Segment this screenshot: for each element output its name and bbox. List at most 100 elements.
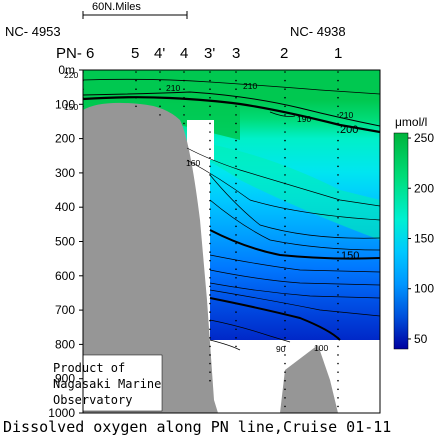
sample-point bbox=[235, 79, 237, 82]
sample-point bbox=[337, 199, 339, 202]
sample-point bbox=[284, 216, 286, 219]
sample-point bbox=[337, 397, 339, 399]
sample-point bbox=[284, 302, 286, 305]
sample-point bbox=[337, 225, 339, 228]
y-tick-label: 800 bbox=[55, 337, 75, 351]
sample-point bbox=[159, 79, 161, 82]
sample-point bbox=[337, 88, 339, 90]
sample-point bbox=[337, 285, 339, 288]
station-label: 5 bbox=[131, 45, 139, 62]
station-label: 3' bbox=[204, 45, 215, 62]
sample-point bbox=[183, 122, 185, 125]
contour-140 bbox=[209, 254, 380, 273]
sample-point bbox=[284, 354, 286, 356]
sample-point bbox=[159, 88, 161, 90]
contour-label: 190 bbox=[297, 114, 311, 124]
sample-point bbox=[235, 234, 237, 236]
sample-point bbox=[209, 251, 211, 253]
sample-point bbox=[337, 234, 339, 236]
sample-point bbox=[209, 191, 211, 193]
sample-point bbox=[284, 388, 286, 391]
sample-point bbox=[284, 225, 286, 228]
sample-point bbox=[235, 122, 237, 125]
y-tick-label: 700 bbox=[55, 303, 75, 317]
sample-point bbox=[284, 199, 286, 202]
sample-point bbox=[337, 328, 339, 331]
sample-point bbox=[235, 199, 237, 202]
colorbar-tick-label: 150 bbox=[414, 231, 434, 245]
sample-point bbox=[135, 96, 137, 99]
sample-point bbox=[159, 105, 161, 108]
y-tick-label: 500 bbox=[55, 235, 75, 249]
sample-point bbox=[209, 277, 211, 279]
contour-130 bbox=[209, 269, 380, 286]
contour-150-upper bbox=[83, 96, 380, 134]
sample-point bbox=[284, 191, 286, 193]
sample-point bbox=[209, 371, 211, 373]
y-tick-label: 300 bbox=[55, 166, 75, 180]
sample-point bbox=[337, 311, 339, 313]
sample-point bbox=[209, 294, 211, 296]
sample-point bbox=[284, 114, 286, 116]
sample-point bbox=[235, 88, 237, 90]
sample-point bbox=[209, 148, 211, 150]
sample-point bbox=[235, 268, 237, 271]
sample-point bbox=[209, 242, 211, 245]
sample-point bbox=[209, 199, 211, 202]
sample-point bbox=[235, 174, 237, 176]
sample-point bbox=[337, 319, 339, 322]
contour-180 bbox=[186, 147, 380, 207]
sample-point bbox=[337, 191, 339, 193]
sample-point bbox=[284, 345, 286, 348]
y-axis: 0m 100 200 300 400 500 600 700 800 900 1000 bbox=[48, 63, 83, 420]
sample-point bbox=[235, 319, 237, 322]
contour-label: 160 bbox=[186, 158, 200, 168]
sample-point bbox=[183, 79, 185, 82]
sample-point bbox=[235, 311, 237, 313]
sample-point bbox=[235, 345, 237, 348]
colorbar-unit: μmol/l bbox=[395, 115, 427, 129]
sample-point bbox=[337, 105, 339, 108]
sample-point bbox=[235, 208, 237, 210]
sample-point bbox=[337, 182, 339, 185]
sample-point bbox=[235, 302, 237, 305]
station-label: 3 bbox=[232, 45, 240, 62]
sample-point bbox=[337, 114, 339, 116]
y-tick-label: 1000 bbox=[48, 406, 75, 420]
sample-point bbox=[209, 71, 211, 73]
sample-point bbox=[337, 277, 339, 279]
sample-point bbox=[209, 234, 211, 236]
sample-point bbox=[235, 71, 237, 73]
sample-point bbox=[209, 268, 211, 271]
sample-point bbox=[209, 362, 211, 365]
sample-point bbox=[209, 131, 211, 133]
sample-point bbox=[159, 96, 161, 99]
contour-200 bbox=[83, 91, 380, 127]
contour-120 bbox=[209, 282, 380, 299]
sample-point bbox=[209, 139, 211, 142]
contour-label: 90 bbox=[276, 344, 286, 354]
sample-point bbox=[337, 362, 339, 365]
end-station-label: NC- 4938 bbox=[290, 24, 346, 39]
sample-point bbox=[284, 122, 286, 125]
sample-point bbox=[284, 328, 286, 331]
bottom-topography-left bbox=[83, 102, 218, 413]
sample-point bbox=[337, 414, 339, 416]
credit-line-2: Nagasaki Marine bbox=[53, 377, 161, 391]
sample-point bbox=[337, 345, 339, 348]
sample-point bbox=[284, 319, 286, 322]
y-tick-label: 600 bbox=[55, 269, 75, 283]
colorbar-tick-label: 200 bbox=[414, 181, 434, 195]
sample-point bbox=[235, 277, 237, 279]
sample-point bbox=[235, 96, 237, 99]
sample-point bbox=[183, 114, 185, 116]
sample-point bbox=[183, 105, 185, 108]
contour-170 bbox=[186, 159, 380, 221]
credit-line-1: Product of bbox=[53, 361, 125, 375]
sample-point bbox=[159, 71, 161, 73]
station-label: 4' bbox=[154, 45, 165, 62]
contour-110 bbox=[209, 289, 380, 317]
contour-labels: 220 210 210 150 210 190 200 160 150 90 100 bbox=[64, 70, 359, 354]
sample-point bbox=[209, 114, 211, 116]
